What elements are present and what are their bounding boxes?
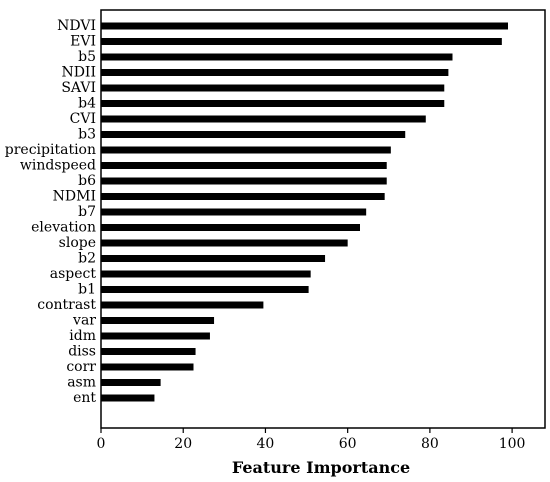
bar-precipitation: [101, 146, 391, 154]
bar-aspect: [101, 270, 311, 278]
bar-contrast: [101, 301, 264, 309]
category-label-ent: ent: [73, 390, 96, 406]
category-label-b1: b1: [78, 282, 96, 298]
category-label-asm: asm: [67, 375, 96, 391]
category-label-b2: b2: [78, 251, 96, 267]
x-tick-label-100: 100: [499, 436, 526, 452]
category-label-aspect: aspect: [50, 266, 97, 282]
bar-b7: [101, 208, 367, 216]
bar-slope: [101, 239, 348, 247]
category-label-slope: slope: [59, 235, 96, 251]
bar-NDII: [101, 69, 449, 76]
category-label-windspeed: windspeed: [20, 158, 96, 174]
category-label-NDMI: NDMI: [53, 189, 96, 205]
bar-NDMI: [101, 193, 385, 200]
x-tick-label-60: 60: [339, 436, 357, 452]
bar-CVI: [101, 115, 426, 123]
x-axis-title: Feature Importance: [232, 458, 410, 477]
category-label-b3: b3: [78, 127, 96, 143]
category-label-EVI: EVI: [70, 34, 96, 50]
bar-diss: [101, 348, 196, 355]
bar-asm: [101, 379, 161, 386]
bar-b4: [101, 100, 445, 107]
bar-EVI: [101, 38, 502, 45]
x-axis-ticks: 0 20 40 60 80 100: [97, 428, 526, 452]
category-label-corr: corr: [66, 359, 96, 375]
bar-windspeed: [101, 162, 387, 169]
category-labels: NDVIEVIb5NDIISAVIb4CVIb3precipitationwin…: [5, 18, 97, 406]
category-label-precipitation: precipitation: [5, 142, 96, 158]
bar-b1: [101, 286, 309, 293]
bar-b3: [101, 131, 406, 138]
category-label-CVI: CVI: [70, 111, 96, 127]
bar-b5: [101, 53, 453, 61]
bar-idm: [101, 332, 210, 340]
bar-b6: [101, 177, 387, 185]
bar-NDVI: [101, 22, 508, 30]
category-label-contrast: contrast: [37, 297, 96, 313]
x-tick-label-0: 0: [97, 436, 106, 452]
bar-elevation: [101, 224, 360, 231]
category-label-b5: b5: [78, 49, 96, 65]
bar-SAVI: [101, 84, 445, 92]
bar-ent: [101, 394, 155, 402]
x-tick-label-80: 80: [421, 436, 439, 452]
category-label-b7: b7: [78, 204, 96, 220]
bar-var: [101, 317, 215, 324]
bar-b2: [101, 255, 326, 262]
category-label-elevation: elevation: [31, 220, 96, 236]
category-label-SAVI: SAVI: [61, 80, 96, 96]
plot-frame: [100, 9, 546, 429]
category-label-NDVI: NDVI: [57, 18, 96, 34]
bar-corr: [101, 363, 194, 371]
category-label-b6: b6: [78, 173, 96, 189]
category-label-diss: diss: [68, 344, 96, 360]
category-label-b4: b4: [78, 96, 96, 112]
bars-group: [101, 22, 508, 402]
x-tick-label-40: 40: [257, 436, 275, 452]
category-label-NDII: NDII: [61, 65, 96, 81]
category-label-var: var: [72, 313, 96, 329]
category-label-idm: idm: [69, 328, 96, 344]
x-tick-label-20: 20: [174, 436, 192, 452]
